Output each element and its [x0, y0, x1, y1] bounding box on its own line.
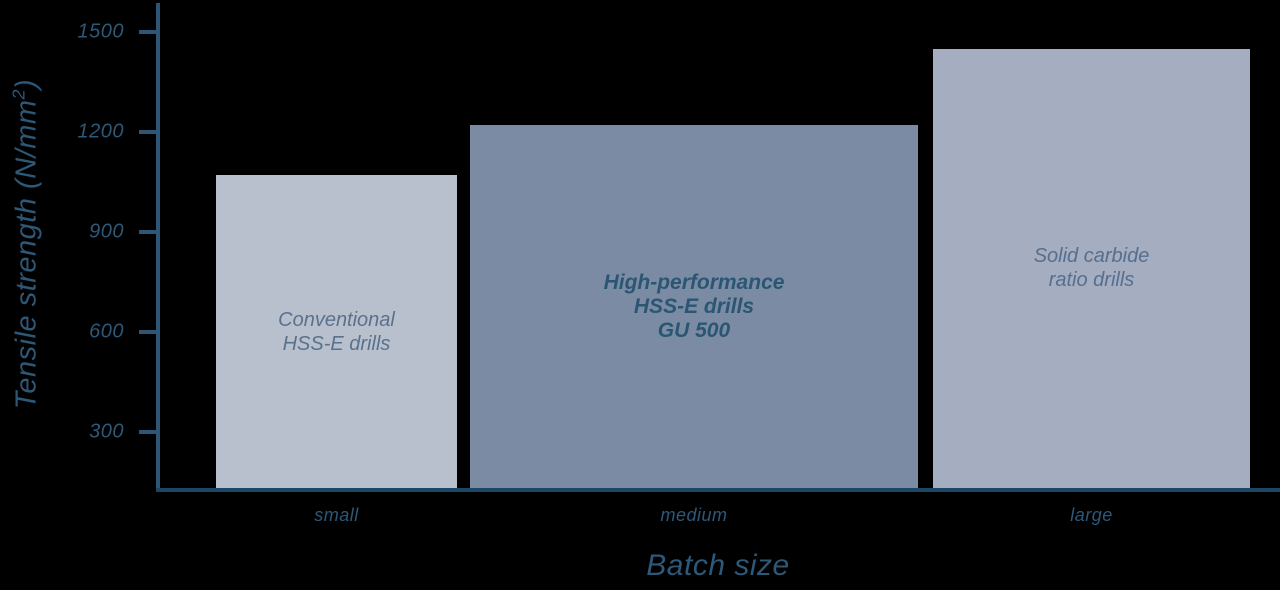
bar-label-line: Conventional	[278, 308, 395, 331]
bar-label-line: ratio drills	[1048, 269, 1135, 292]
bar-large-label: Solid carbide ratio drills	[1034, 244, 1150, 292]
y-tick-mark	[139, 30, 156, 34]
bar-medium: High-performance HSS-E drills GU 500	[470, 125, 918, 488]
bar-large: Solid carbide ratio drills	[933, 48, 1250, 488]
y-tick-mark	[139, 430, 156, 434]
bar-label-line: HSS-E drills	[282, 332, 391, 355]
x-category-label-medium: medium	[660, 505, 728, 525]
y-tick-label: 300	[89, 420, 124, 443]
bar-label-line: HSS-E drills	[633, 294, 755, 318]
y-tick-label: 900	[89, 220, 124, 243]
bar-label-line: GU 500	[657, 318, 731, 342]
bar-medium-label: High-performance HSS-E drills GU 500	[604, 271, 785, 343]
y-tick-label: 600	[89, 320, 124, 343]
bar-small-label: Conventional HSS-E drills	[278, 308, 395, 356]
y-tick-label: 1200	[77, 120, 124, 143]
bar-label-line: High-performance	[603, 270, 785, 294]
x-category-label-large: large	[1070, 505, 1113, 525]
y-tick-label: 1500	[77, 20, 124, 43]
x-axis-title: Batch size	[646, 549, 790, 582]
x-axis-line	[156, 488, 1280, 492]
y-tick-mark	[139, 230, 156, 234]
x-category-label-small: small	[314, 505, 359, 525]
y-axis-line	[156, 3, 160, 492]
bar-label-line: Solid carbide	[1033, 245, 1150, 268]
bar-small: Conventional HSS-E drills	[216, 175, 457, 488]
y-tick-mark	[139, 330, 156, 334]
y-tick-mark	[139, 130, 156, 134]
